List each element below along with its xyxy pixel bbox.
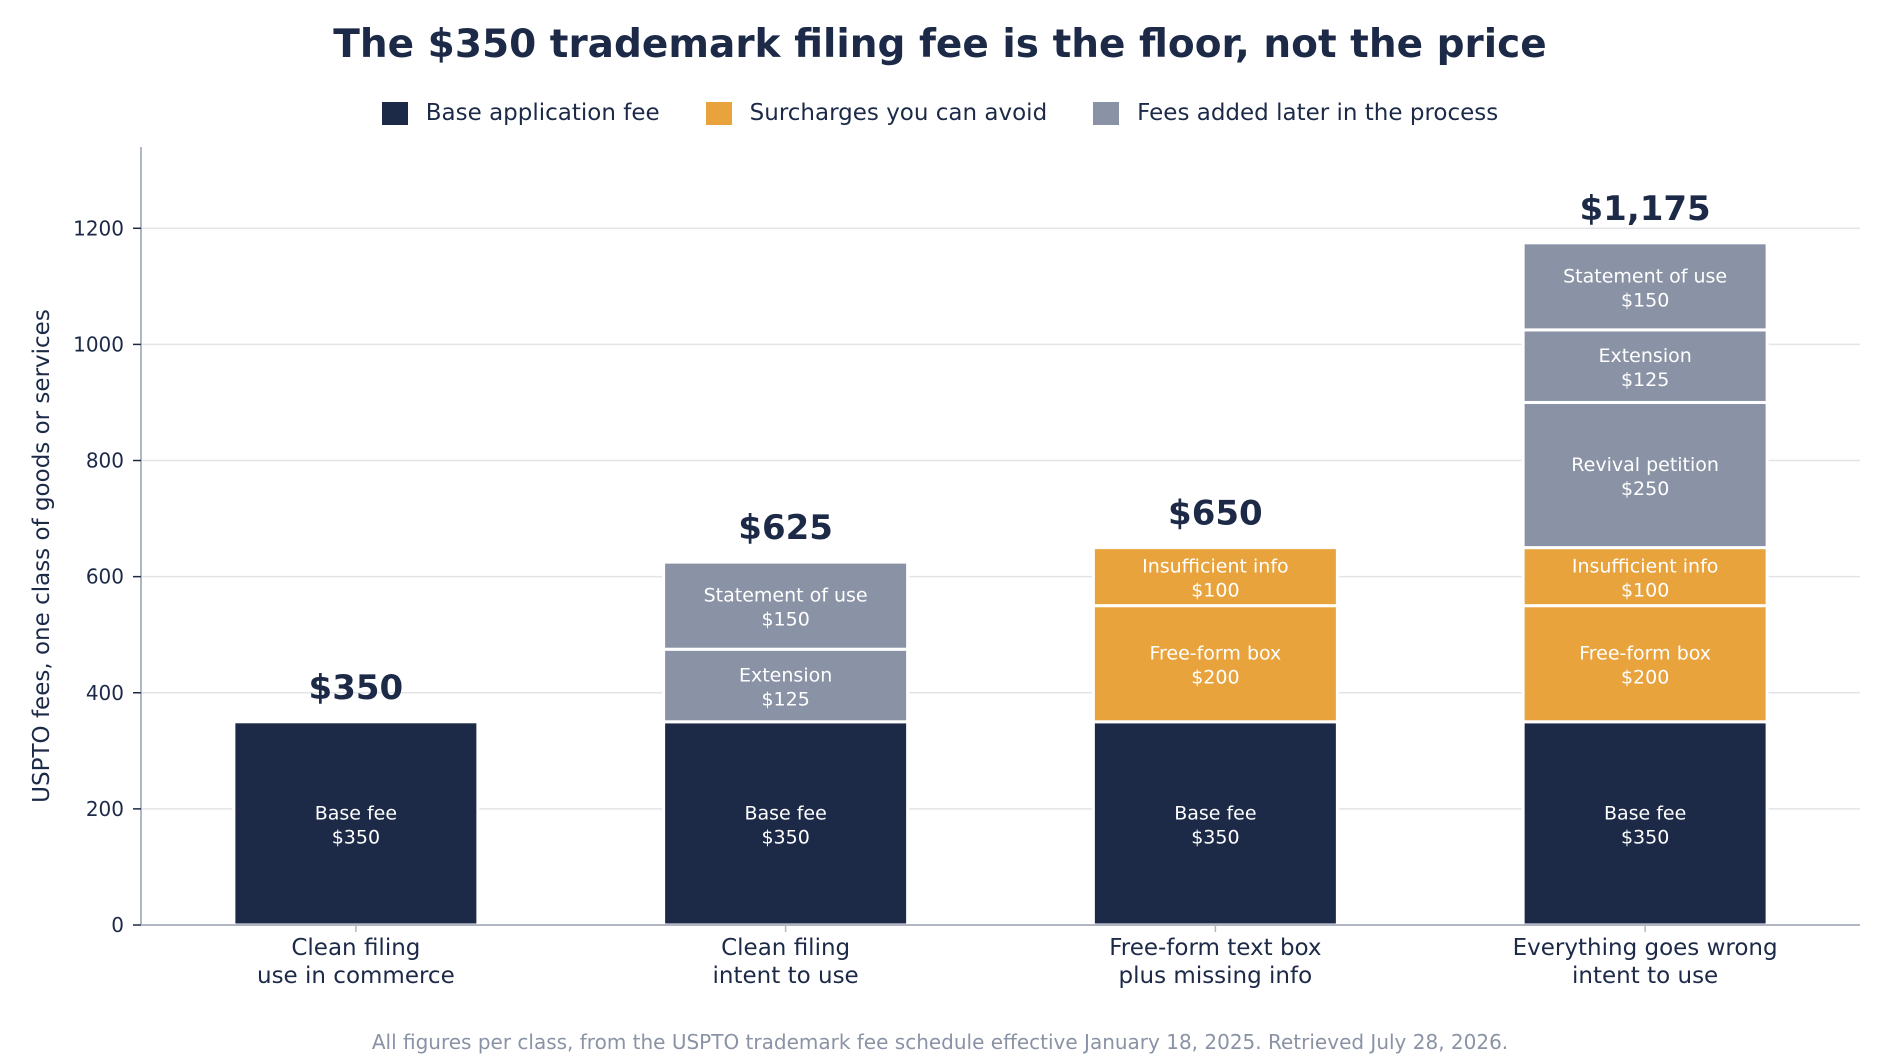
x-tick-label: intent to use [1572,963,1718,989]
segment-value-label: $100 [1621,580,1669,602]
y-tick-label: 1200 [73,216,124,240]
bar-total-label: $625 [738,508,833,548]
x-tick-label: Clean filing [291,935,420,961]
segment-label: Base fee [1174,802,1256,824]
legend-item-base: Base application fee [381,100,660,126]
bar-segment [1521,328,1769,404]
segment-value-label: $350 [1191,826,1239,848]
x-tick-label: Free-form text box [1109,935,1321,961]
bar-segment [662,560,910,651]
segment-value-label: $200 [1191,667,1239,689]
legend-swatch-base [381,101,408,125]
segment-label: Revival petition [1571,454,1719,476]
segment-value-label: $350 [761,826,809,848]
segment-label: Base fee [744,802,826,824]
segment-value-label: $250 [1621,478,1669,500]
segment-label: Statement of use [1563,265,1727,287]
segment-value-label: $200 [1621,667,1669,689]
segment-value-label: $150 [761,609,809,631]
segment-label: Base fee [315,802,397,824]
segment-value-label: $150 [1621,289,1669,311]
y-tick-label: 200 [86,797,124,821]
bar-segment [1521,546,1769,608]
bar-segment [232,720,480,927]
legend-label-later: Fees added later in the process [1137,100,1499,126]
bar-total-label: $1,175 [1580,189,1711,229]
bar-segment [1091,720,1339,927]
y-axis-label: USPTO fees, one class of goods or servic… [29,309,55,803]
y-tick-label: 600 [86,565,124,589]
legend-swatch-later [1093,101,1120,125]
legend-item-avoid: Surcharges you can avoid [705,100,1048,126]
segment-label: Statement of use [704,585,868,607]
bar-total-label: $650 [1168,494,1263,534]
segment-value-label: $125 [761,689,809,711]
segment-label: Insufficient info [1572,556,1719,578]
bar-total-label: $350 [309,668,404,708]
segment-label: Free-form box [1149,643,1281,665]
chart-title: The $350 trademark filing fee is the flo… [333,22,1547,67]
x-tick-label: Everything goes wrong [1513,935,1778,961]
segment-value-label: $350 [1621,826,1669,848]
segment-label: Base fee [1604,802,1686,824]
x-tick-label: plus missing info [1119,963,1313,989]
segment-label: Insufficient info [1142,556,1289,578]
legend-label-base: Base application fee [425,100,660,126]
segment-label: Extension [1598,345,1691,367]
legend-swatch-avoid [705,101,732,125]
bar-segment [662,720,910,927]
legend-label-avoid: Surcharges you can avoid [749,100,1048,126]
legend: Base application fee Surcharges you can … [0,100,1880,126]
segment-value-label: $125 [1621,369,1669,391]
x-tick-label: Clean filing [721,935,850,961]
segment-label: Extension [739,665,832,687]
bar-segment [1521,604,1769,724]
y-tick-label: 400 [86,681,124,705]
y-tick-label: 1000 [73,332,124,356]
bar-segment [1091,546,1339,608]
bar-segment [1521,400,1769,550]
x-tick-label: intent to use [713,963,859,989]
segment-value-label: $100 [1191,580,1239,602]
footnote: All figures per class, from the USPTO tr… [371,1030,1509,1054]
segment-value-label: $350 [332,826,380,848]
x-tick-label: use in commerce [257,963,455,989]
y-tick-label: 800 [86,449,124,473]
bar-segment [1521,241,1769,332]
segment-label: Free-form box [1579,643,1711,665]
legend-item-later: Fees added later in the process [1093,100,1498,126]
y-tick-label: 0 [111,913,124,937]
